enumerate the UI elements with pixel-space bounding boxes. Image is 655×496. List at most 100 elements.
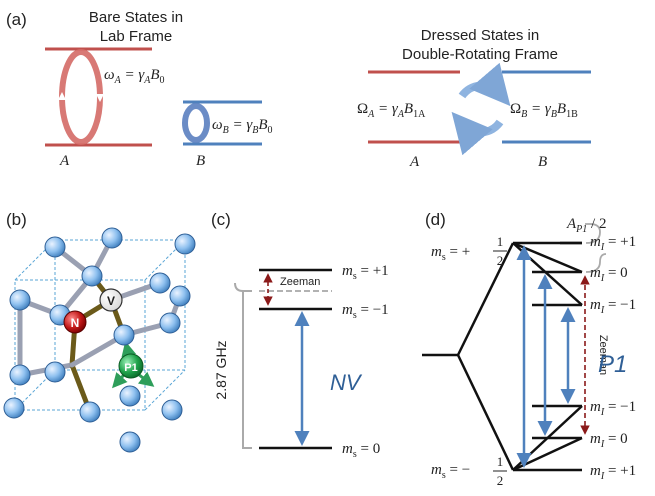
panel-b-label: (b) <box>6 210 27 229</box>
eq-part: ω <box>104 67 115 83</box>
eq-part: = +1 <box>357 263 389 279</box>
eq-part: ω <box>212 117 223 133</box>
eq-part: m <box>590 399 601 415</box>
eq-part: B <box>521 109 527 120</box>
rabi-a-equation: ΩA = γAB1A <box>357 101 426 120</box>
eq-part: m <box>590 265 601 281</box>
eq-part: A <box>566 216 577 232</box>
nv-gap-bracket <box>242 290 252 449</box>
eq-part: A <box>114 75 122 86</box>
hyperfine-brace-top <box>585 223 601 244</box>
dressed-frame-title-line1: Dressed States in <box>421 27 539 44</box>
eq-part: I <box>600 305 605 316</box>
mi-label: mI = +1 <box>590 463 636 482</box>
eq-part: B <box>557 101 566 117</box>
eq-part: m <box>590 431 601 447</box>
eq-part: P1 <box>575 224 587 235</box>
panel-d-label: (d) <box>425 210 446 229</box>
p1-ms-upper-label: ms = + 1 2 <box>431 234 507 268</box>
eq-part: m <box>431 244 442 260</box>
p1-title: P1 <box>598 351 627 378</box>
eq-part: B <box>150 67 159 83</box>
dressed-a-label: A <box>409 154 420 170</box>
loop-a-arrow-left-icon <box>58 92 66 100</box>
hyperfine-label: AP1 / 2 <box>566 216 606 235</box>
eq-part: = 0 <box>357 441 380 457</box>
eq-part: B <box>404 101 413 117</box>
eq-part: = −1 <box>604 399 636 415</box>
p1-mi-labels: mI = +1 mI = −1 mI = −1 mI = 0 mI = +1 <box>590 234 636 482</box>
carbon-atoms <box>3 227 196 453</box>
nv-ms-plus1-label: ms = +1 <box>342 263 389 282</box>
eq-part: I <box>600 439 605 450</box>
p1-atom: P1 <box>118 353 144 379</box>
vacancy-label: V <box>107 294 115 308</box>
eq-part: m <box>342 302 353 318</box>
rabi-b-equation: ΩB = γBB1B <box>510 101 578 120</box>
eq-part: I <box>600 471 605 482</box>
ms-upper-den: 2 <box>497 253 504 268</box>
eq-part: Ω <box>510 101 521 117</box>
eq-part: B <box>551 109 557 120</box>
eq-part: m <box>590 234 601 250</box>
eq-part: = γ <box>374 101 399 117</box>
nitrogen-atom: N <box>63 310 87 334</box>
eq-part: m <box>342 263 353 279</box>
ms-lower-text: ms = − <box>431 462 470 481</box>
lab-frame: Bare States in Lab Frame A ωA = γAB0 B ω… <box>45 9 273 169</box>
eq-part: = 0 <box>604 265 627 281</box>
eq-part: s <box>442 252 446 263</box>
exchange-arrow-top-icon <box>458 62 511 107</box>
eq-part: = − <box>446 462 470 478</box>
level-a-label: A <box>59 153 70 169</box>
p1-zeeman-label: Zeeman <box>597 335 609 375</box>
mi-label: mI = +1 <box>590 234 636 253</box>
omega-a-equation: ωA = γAB0 <box>104 67 165 86</box>
eq-part: = +1 <box>604 463 636 479</box>
eq-part: = +1 <box>604 234 636 250</box>
eq-part: 0 <box>160 75 165 86</box>
panel-d: (d) Zeeman <box>422 210 636 488</box>
eq-part: = −1 <box>604 297 636 313</box>
panel-b: (b) <box>3 210 196 453</box>
nv-ms-0-label: ms = 0 <box>342 441 380 460</box>
vacancy-atom: V <box>99 288 123 312</box>
ms-upper-text: ms = + <box>431 244 470 263</box>
eq-part: A <box>397 109 405 120</box>
p1-label: P1 <box>124 362 137 374</box>
hyperfine-brace-bottom <box>585 253 607 273</box>
eq-part: s <box>353 310 357 321</box>
panel-c-label: (c) <box>211 210 231 229</box>
eq-part: = γ <box>229 117 254 133</box>
precession-loop-a-icon <box>59 49 103 145</box>
eq-part: m <box>342 441 353 457</box>
eq-part: I <box>600 407 605 418</box>
eq-part: A <box>367 109 375 120</box>
eq-part: = 0 <box>604 431 627 447</box>
eq-part: B <box>258 117 267 133</box>
mi-label: mI = −1 <box>590 297 636 316</box>
eq-part: I <box>600 273 605 284</box>
precession-loop-b-icon <box>182 103 210 143</box>
ms-upper-num: 1 <box>497 234 504 249</box>
mi-label: mI = 0 <box>590 265 628 284</box>
eq-part: s <box>353 449 357 460</box>
eq-part: A <box>143 75 151 86</box>
mi-label: mI = 0 <box>590 431 628 450</box>
panel-a: (a) Bare States in Lab Frame A ωA = γAB0… <box>6 9 591 170</box>
level-b-label: B <box>196 153 205 169</box>
panel-a-label: (a) <box>6 10 27 29</box>
ms-lower-den: 2 <box>497 473 504 488</box>
eq-part: m <box>590 297 601 313</box>
eq-part: m <box>431 462 442 478</box>
eq-part: = −1 <box>357 302 389 318</box>
p1-ms-lower-label: ms = − 1 2 <box>431 454 507 488</box>
ms-lower-num: 1 <box>497 454 504 469</box>
nv-zeeman-label: Zeeman <box>280 276 320 288</box>
nv-ms-minus1-label: ms = −1 <box>342 302 389 321</box>
nv-title: NV <box>330 370 363 395</box>
dressed-b-label: B <box>538 154 547 170</box>
eq-part: 1B <box>566 109 578 120</box>
p1-transition-arrows <box>516 245 576 468</box>
